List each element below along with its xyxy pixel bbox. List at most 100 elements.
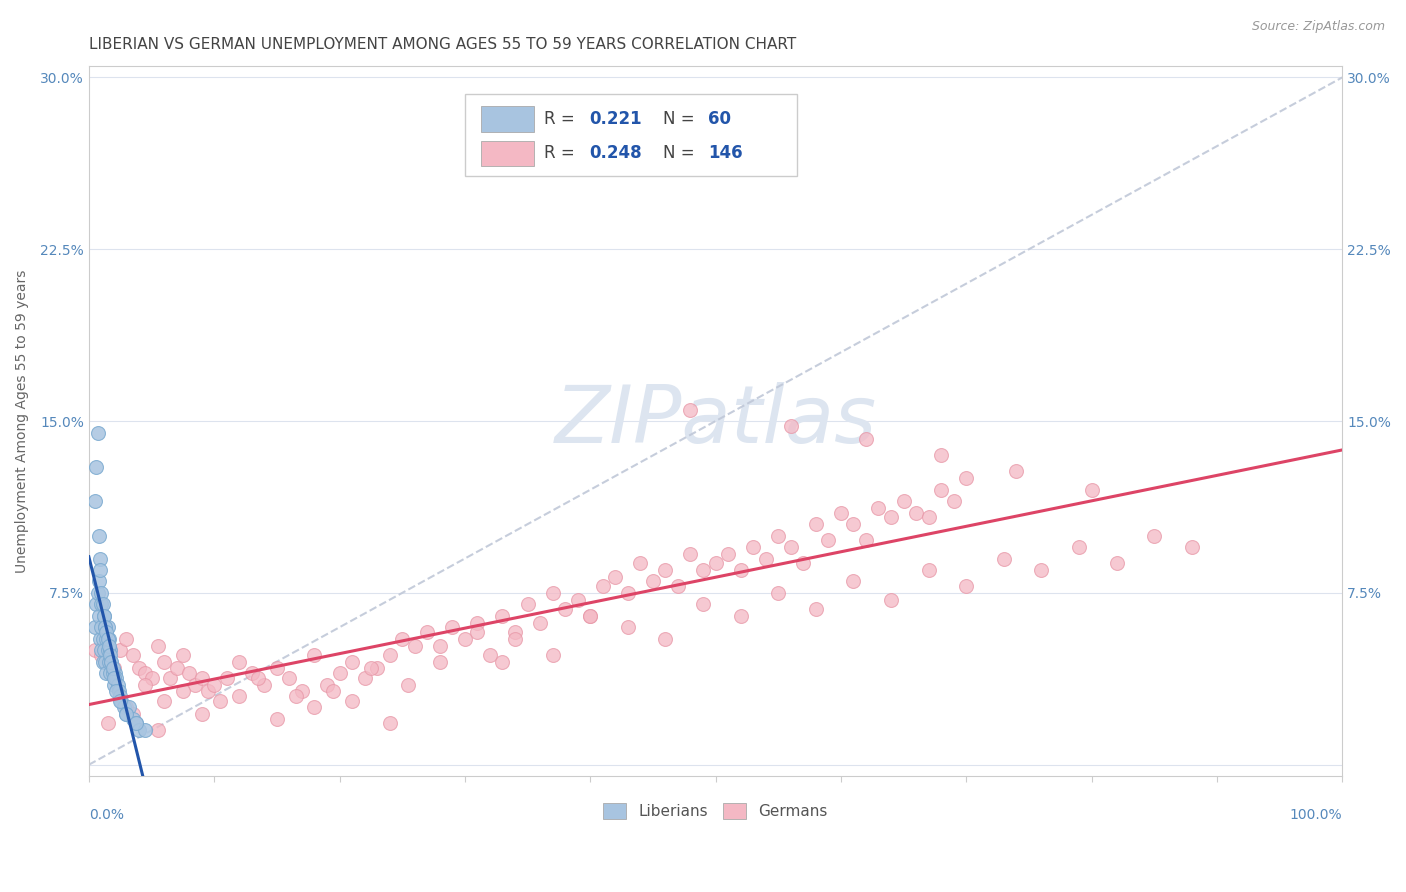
Point: [429, 639, 451, 653]
Point: [90, 643, 112, 657]
Point: [97, 655, 120, 669]
Point: [491, 608, 513, 623]
Point: [917, 510, 939, 524]
Point: [304, 648, 326, 662]
Point: [84, 494, 107, 508]
Text: Source: ZipAtlas.com: Source: ZipAtlas.com: [1251, 20, 1385, 33]
Text: 146: 146: [709, 145, 742, 162]
Point: [94, 655, 117, 669]
Point: [278, 671, 301, 685]
Point: [404, 639, 426, 653]
Point: [115, 632, 138, 646]
Point: [146, 723, 169, 738]
Point: [942, 494, 965, 508]
Point: [90, 598, 112, 612]
Point: [554, 602, 576, 616]
Point: [159, 671, 181, 685]
Point: [93, 608, 115, 623]
FancyBboxPatch shape: [481, 141, 534, 166]
Point: [172, 648, 194, 662]
Point: [955, 579, 977, 593]
Point: [215, 671, 238, 685]
Y-axis label: Unemployment Among Ages 55 to 59 years: Unemployment Among Ages 55 to 59 years: [15, 269, 30, 573]
Point: [87, 608, 110, 623]
Point: [97, 655, 120, 669]
Point: [112, 700, 135, 714]
Point: [768, 586, 790, 600]
Point: [353, 671, 375, 685]
Point: [97, 643, 120, 657]
Text: 0.248: 0.248: [589, 145, 641, 162]
Point: [91, 655, 114, 669]
Point: [692, 563, 714, 577]
Point: [779, 540, 801, 554]
Point: [108, 684, 131, 698]
Point: [779, 418, 801, 433]
Point: [97, 632, 120, 646]
Point: [378, 716, 401, 731]
Point: [1143, 528, 1166, 542]
Point: [628, 556, 651, 570]
Point: [110, 693, 132, 707]
Point: [855, 433, 877, 447]
Point: [89, 563, 111, 577]
Point: [592, 579, 614, 593]
Point: [240, 666, 263, 681]
Point: [87, 574, 110, 589]
Point: [98, 648, 121, 662]
Point: [605, 570, 627, 584]
Point: [1080, 483, 1102, 497]
Point: [90, 620, 112, 634]
Point: [125, 716, 148, 731]
Point: [184, 677, 207, 691]
Point: [880, 510, 903, 524]
Point: [134, 666, 156, 681]
Point: [266, 661, 288, 675]
Point: [868, 501, 890, 516]
Point: [103, 661, 125, 675]
Point: [730, 563, 752, 577]
Point: [90, 648, 112, 662]
Point: [93, 643, 115, 657]
Point: [101, 666, 124, 681]
Point: [679, 547, 702, 561]
Point: [654, 632, 676, 646]
Point: [96, 666, 118, 681]
Point: [103, 677, 125, 691]
Point: [96, 632, 118, 646]
Point: [108, 689, 131, 703]
Text: 0.0%: 0.0%: [89, 808, 124, 822]
Point: [115, 707, 138, 722]
Text: N =: N =: [662, 111, 700, 128]
Point: [503, 624, 526, 639]
Point: [1067, 540, 1090, 554]
Point: [93, 608, 115, 623]
Point: [454, 632, 477, 646]
Point: [322, 684, 344, 698]
Point: [679, 402, 702, 417]
Point: [340, 693, 363, 707]
Point: [398, 677, 420, 691]
Point: [209, 693, 232, 707]
Point: [378, 648, 401, 662]
Point: [228, 689, 250, 703]
Point: [90, 586, 112, 600]
Point: [516, 598, 538, 612]
FancyBboxPatch shape: [465, 95, 797, 176]
Point: [100, 655, 122, 669]
Point: [103, 671, 125, 685]
Point: [128, 723, 150, 738]
Point: [266, 712, 288, 726]
Point: [94, 620, 117, 634]
Point: [125, 716, 148, 731]
Point: [100, 655, 122, 669]
Point: [579, 608, 602, 623]
Point: [478, 648, 501, 662]
Point: [166, 661, 188, 675]
Point: [567, 592, 589, 607]
Text: ZIPatlas: ZIPatlas: [554, 382, 876, 460]
Point: [742, 540, 765, 554]
Point: [817, 533, 839, 548]
Point: [617, 586, 640, 600]
Point: [316, 677, 339, 691]
